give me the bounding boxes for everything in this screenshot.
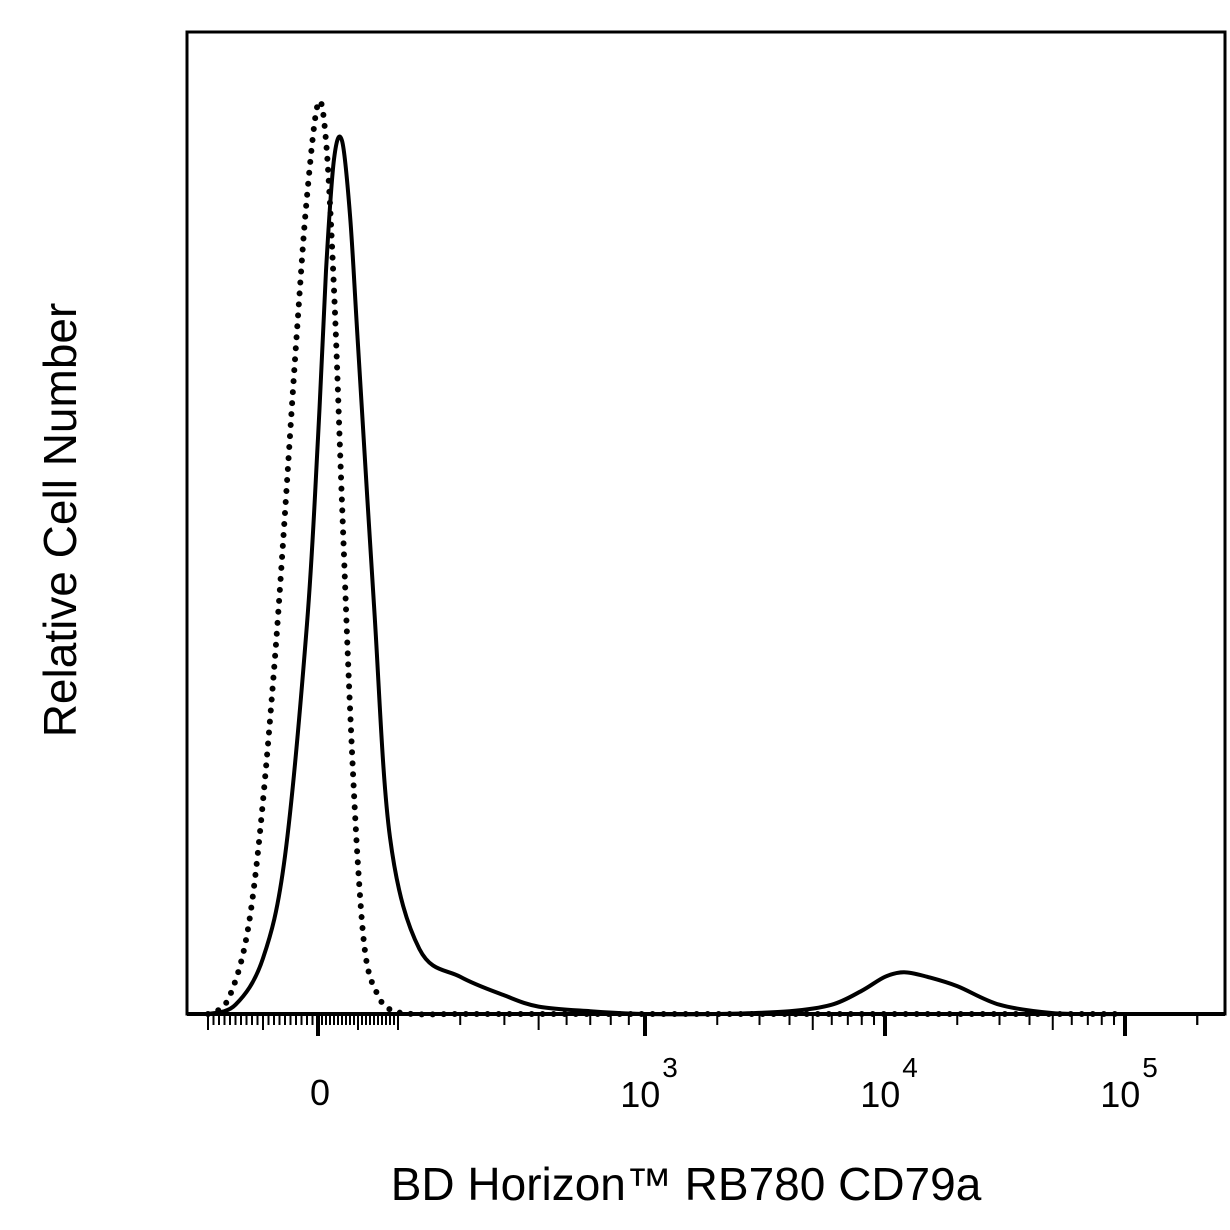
x-tick-label: 103 (620, 1052, 678, 1115)
x-tick-label-exponent: 4 (902, 1052, 918, 1083)
x-axis-label: BD Horizon™ RB780 CD79a (391, 1158, 982, 1210)
x-tick-label: 105 (1100, 1052, 1158, 1115)
x-tick-label-exponent: 5 (1142, 1052, 1158, 1083)
series-layer (205, 98, 1221, 1018)
series-line-solid (207, 134, 1221, 1017)
x-tick-label-base: 10 (1100, 1074, 1140, 1115)
x-tick-label: 104 (860, 1052, 918, 1115)
series-line-dotted (205, 98, 1128, 1018)
x-tick-label: 0 (310, 1072, 330, 1113)
x-tick-label-exponent: 3 (662, 1052, 678, 1083)
x-tick-label-base: 10 (620, 1074, 660, 1115)
x-major-ticks (316, 1014, 1127, 1036)
x-tick-label-base: 10 (860, 1074, 900, 1115)
y-axis-label: Relative Cell Number (34, 303, 86, 738)
